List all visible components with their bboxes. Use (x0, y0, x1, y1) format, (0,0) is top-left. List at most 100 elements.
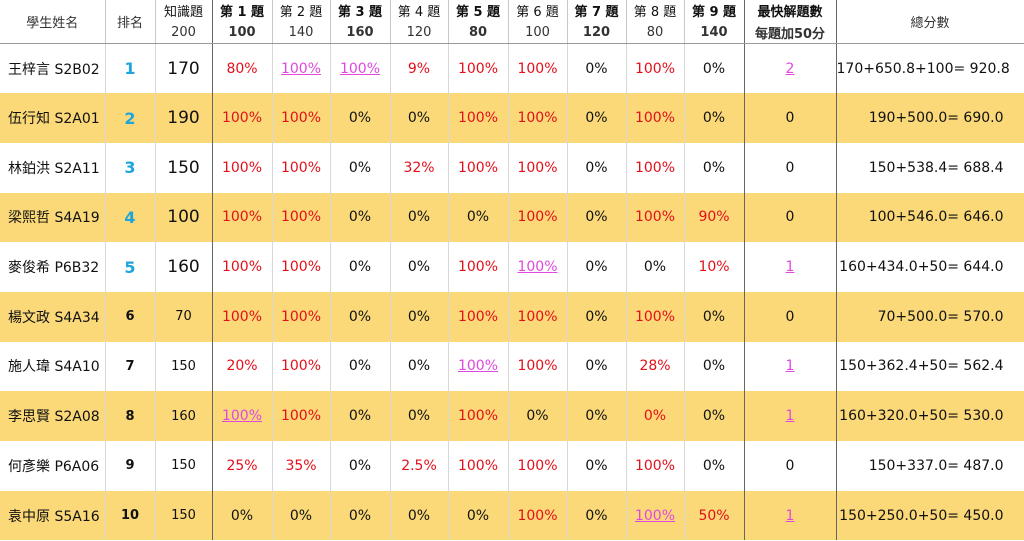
question-score: 100% (457, 159, 499, 176)
question-cell: 50% (684, 490, 745, 541)
rank: 6 (105, 291, 156, 342)
student-name: 楊文政 S4A34 (0, 291, 106, 342)
question-score: 0% (643, 259, 667, 276)
question-score: 0% (702, 457, 726, 474)
student-row: 何彥樂 P6A06 9 150 25% 35% 0% 2.5% 100% 100% 0% 100% 0… (0, 441, 1024, 491)
question-header: 第 6 題 (508, 0, 568, 21)
question-score: 100% (221, 259, 263, 276)
question-score: 100% (457, 60, 499, 77)
fastest-count: 1 (785, 507, 795, 524)
student-name: 袁中原 S5A16 (0, 490, 106, 541)
student-row: 袁中原 S5A16 10 150 0% 0% 0% 0% 0% 100% 0% 100% 50% 1 15… (0, 490, 1024, 541)
question-score: 100% (280, 110, 322, 127)
question-cell: 0% (330, 93, 391, 143)
question-points: 140 (684, 21, 745, 44)
question-score: 0% (702, 110, 726, 127)
question-cell: 100% (272, 142, 331, 193)
question-cell: 0% (684, 43, 745, 94)
question-score: 100% (221, 308, 263, 325)
question-cell: 100% (626, 441, 685, 491)
fastest-cell: 0 (744, 291, 837, 342)
question-score: 0% (348, 408, 372, 425)
question-cell: 100% (448, 391, 509, 441)
total-score: 150+538.4= 688.4 (836, 142, 1024, 193)
rank: 10 (105, 490, 156, 541)
knowledge-score: 190 (155, 93, 213, 143)
student-name: 李思賢 S2A08 (0, 391, 106, 441)
question-score: 0% (585, 159, 608, 176)
question-cell: 20% (212, 341, 273, 392)
question-points: 80 (626, 21, 685, 44)
fastest-header: 最快解題數 (744, 0, 837, 21)
total-score: 160+434.0+50= 644.0 (836, 242, 1024, 292)
question-cell: 0% (567, 242, 627, 292)
question-score: 100% (280, 259, 322, 276)
student-row: 楊文政 S4A34 6 70 100% 100% 0% 0% 100% 100% 0% 100% 0%… (0, 291, 1024, 342)
question-cell: 100% (508, 341, 568, 392)
fastest-count: 0 (785, 209, 795, 226)
question-score: 90% (698, 209, 730, 226)
question-score: 100% (280, 358, 322, 375)
question-points: 100 (508, 21, 568, 44)
question-score: 0% (585, 110, 608, 127)
question-score: 100% (280, 308, 322, 325)
question-cell: 0% (330, 490, 391, 541)
question-cell: 0% (390, 192, 449, 243)
question-cell: 100% (448, 142, 509, 193)
question-cell: 0% (330, 291, 391, 342)
question-cell: 0% (567, 490, 627, 541)
question-score: 100% (517, 457, 558, 474)
question-cell: 100% (626, 43, 685, 94)
question-points: 160 (330, 21, 391, 44)
knowledge-points: 200 (155, 21, 213, 44)
question-cell: 100% (626, 192, 685, 243)
question-score: 0% (643, 408, 667, 425)
student-row: 施人瑋 S4A10 7 150 20% 100% 0% 0% 100% 100% 0% 28% 0% 1… (0, 341, 1024, 392)
question-cell: 32% (390, 142, 449, 193)
question-cell: 0% (567, 43, 627, 94)
question-score: 100% (517, 209, 558, 226)
question-score: 100% (221, 408, 263, 425)
question-cell: 100% (212, 192, 273, 243)
fastest-count: 0 (785, 159, 795, 176)
question-score: 100% (517, 507, 558, 524)
question-cell: 100% (448, 341, 509, 392)
knowledge-score: 150 (155, 142, 213, 193)
question-points: 100 (212, 21, 273, 44)
question-cell: 100% (272, 43, 331, 94)
knowledge-score: 170 (155, 43, 213, 94)
total-score: 150+337.0= 487.0 (836, 441, 1024, 491)
question-score: 0% (407, 259, 431, 276)
question-cell: 0% (448, 192, 509, 243)
student-name: 伍行知 S2A01 (0, 93, 106, 143)
question-cell: 100% (448, 93, 509, 143)
total-score: 190+500.0= 690.0 (836, 93, 1024, 143)
question-points: 120 (567, 21, 627, 44)
question-score: 100% (280, 408, 322, 425)
question-cell: 100% (272, 391, 331, 441)
student-name: 何彥樂 P6A06 (0, 441, 106, 491)
total-score: 170+650.8+100= 920.8 (836, 43, 1024, 94)
question-cell: 0% (567, 291, 627, 342)
question-score: 35% (285, 457, 317, 474)
question-score: 0% (466, 507, 490, 524)
question-score: 0% (407, 209, 431, 226)
question-score: 0% (585, 408, 608, 425)
total-score: 160+320.0+50= 530.0 (836, 391, 1024, 441)
student-name: 王梓言 S2B02 (0, 43, 106, 94)
question-cell: 90% (684, 192, 745, 243)
question-score: 0% (348, 507, 372, 524)
question-score: 0% (702, 358, 726, 375)
knowledge-score: 150 (155, 490, 213, 541)
question-cell: 0% (567, 341, 627, 392)
student-row: 麥俊希 P6B32 5 160 100% 100% 0% 0% 100% 100% 0% 0% 10%… (0, 242, 1024, 292)
fastest-note: 每題加50分 (744, 21, 837, 44)
question-cell: 100% (508, 93, 568, 143)
question-cell: 28% (626, 341, 685, 392)
question-score: 100% (634, 457, 676, 474)
question-header: 第 5 題 (448, 0, 509, 21)
rank: 4 (105, 192, 156, 243)
student-row: 梁熙哲 S4A19 4 100 100% 100% 0% 0% 0% 100% 0% 100% 90%… (0, 192, 1024, 243)
rank: 2 (105, 93, 156, 143)
question-cell: 0% (390, 341, 449, 392)
